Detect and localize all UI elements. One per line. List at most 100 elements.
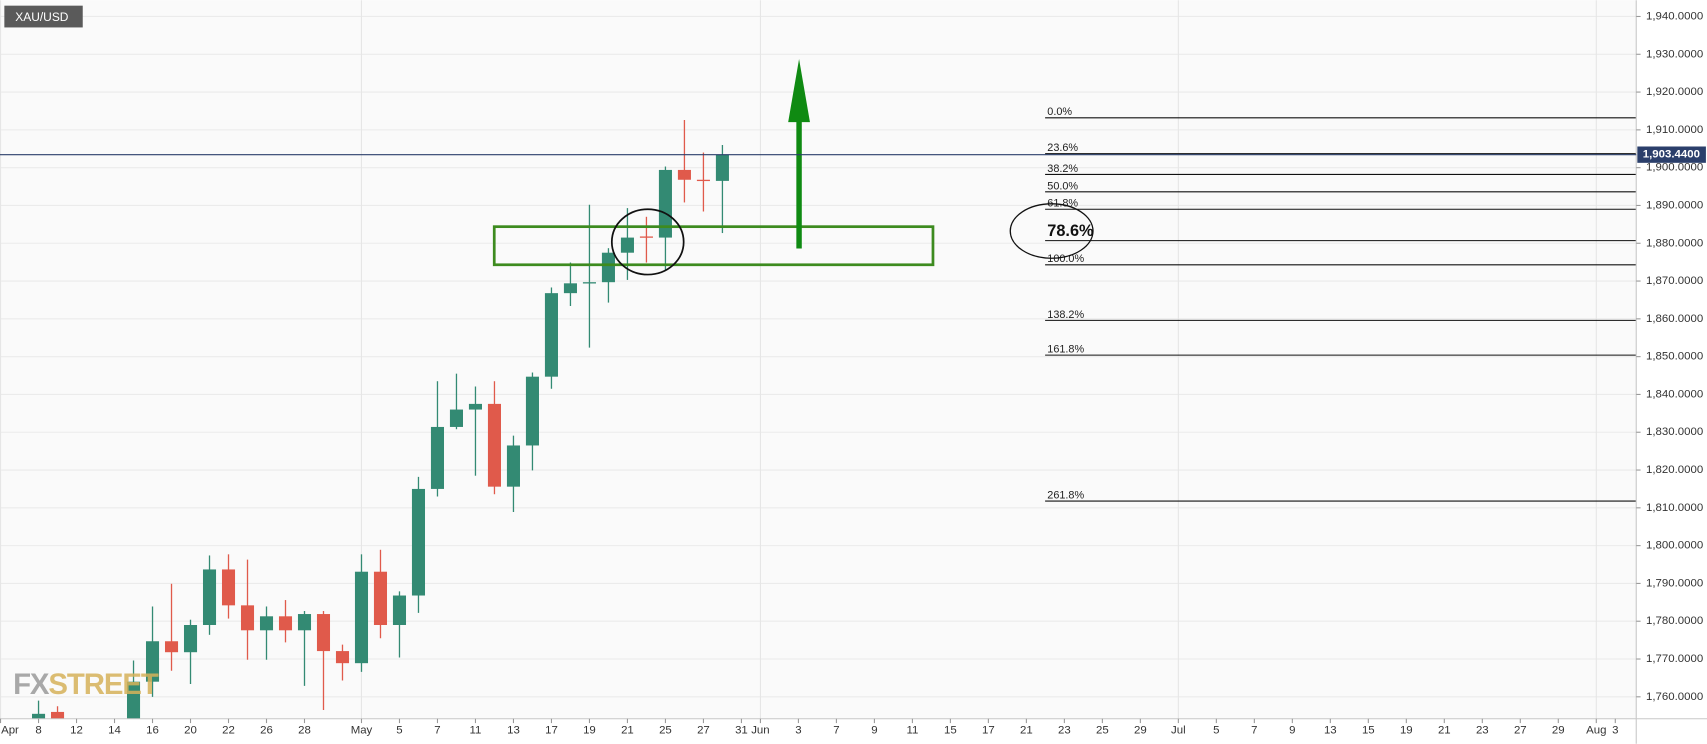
x-tick-label: 3 [1612, 725, 1618, 737]
fib-label: 23.6% [1047, 142, 1078, 154]
x-tick-label: 20 [184, 725, 197, 737]
candle-body [297, 614, 312, 631]
candle-body [525, 376, 539, 446]
x-tick-label: 21 [1438, 725, 1451, 737]
x-tick-label: Apr [1, 725, 19, 737]
x-tick-label: 7 [1251, 725, 1257, 737]
y-tick-label: 1,790.0000 [1646, 577, 1703, 589]
candle-body [221, 569, 236, 606]
candle-body [373, 571, 388, 625]
candle-body [468, 403, 482, 410]
candles [32, 120, 729, 719]
candle-body [278, 616, 293, 631]
y-tick-label: 1,860.0000 [1646, 313, 1703, 325]
chart-title: XAU/USD [15, 10, 69, 24]
x-tick-label: 26 [260, 725, 273, 737]
candle-body [202, 569, 217, 625]
x-tick-label: 9 [1289, 725, 1295, 737]
y-tick-label: 1,850.0000 [1646, 351, 1703, 363]
candle-body [32, 713, 46, 719]
x-tick-label: 16 [146, 725, 159, 737]
x-tick-label: 13 [1324, 725, 1337, 737]
plot-area [0, 0, 1636, 719]
x-tick-label: 25 [1096, 725, 1109, 737]
candle-body [582, 282, 596, 284]
x-tick-label: 22 [222, 725, 235, 737]
fibonacci-levels: 0.0% 23.6% 38.2% 50.0% 61.8% 78.6% 100.0% 138.2… [1045, 106, 1637, 502]
x-tick-label: 13 [507, 725, 520, 737]
candle-body [658, 169, 672, 238]
y-tick-label: 1,770.0000 [1646, 653, 1703, 665]
fib-circle [1009, 203, 1094, 259]
y-tick-label: 1,830.0000 [1646, 426, 1703, 438]
x-tick-label: 9 [871, 725, 877, 737]
x-tick-label: 15 [944, 725, 957, 737]
x-tick-label: Aug [1586, 725, 1606, 737]
x-tick-label: 3 [795, 725, 801, 737]
x-tick-label: 11 [470, 725, 482, 737]
candle-body [544, 293, 558, 377]
y-tick-label: 1,880.0000 [1646, 237, 1703, 249]
candle-body [715, 154, 729, 181]
x-tick-label: 21 [621, 725, 634, 737]
x-tick-label: 5 [396, 725, 402, 737]
candle-body [126, 681, 141, 719]
x-tick-label: 7 [833, 725, 839, 737]
x-tick-label: 17 [982, 725, 995, 737]
y-tick-label: 1,780.0000 [1646, 615, 1703, 627]
candle-body [392, 595, 407, 625]
y-tick-label: 1,810.0000 [1646, 502, 1703, 514]
y-tick-label: 1,890.0000 [1646, 199, 1703, 211]
candle-body [164, 641, 179, 653]
candle-body [639, 236, 653, 238]
grid [0, 0, 1637, 719]
candle-body [430, 426, 445, 489]
symbol-box-bg [4, 5, 83, 28]
y-tick-label: 1,760.0000 [1646, 691, 1703, 703]
candle-body [677, 169, 691, 180]
candle-body [563, 283, 577, 294]
x-tick-label: 12 [70, 725, 83, 737]
candle-body [145, 641, 160, 682]
x-tick-label: 11 [906, 725, 918, 737]
candle-body [620, 237, 634, 253]
x-tick-label: Jul [1171, 725, 1186, 737]
candle-body [411, 488, 426, 596]
x-tick-label: 8 [35, 725, 41, 737]
last-price-label: 1,903.4400 [1643, 149, 1700, 161]
fib-label: 38.2% [1047, 163, 1078, 175]
candle-body [506, 445, 520, 487]
x-tick-label: 23 [1058, 725, 1071, 737]
y-tick-label: 1,910.0000 [1646, 124, 1703, 136]
fib-label: 61.8% [1047, 198, 1078, 210]
symbol-box: XAU/USD [4, 5, 83, 28]
fib-label: 0.0% [1047, 106, 1072, 118]
x-tick-label: May [351, 725, 373, 737]
x-tick-label: Jun [751, 725, 769, 737]
x-tick-label: 7 [434, 725, 440, 737]
y-tick-label: 1,940.0000 [1646, 10, 1703, 22]
x-tick-label: 29 [1552, 725, 1565, 737]
x-tick-label: 19 [583, 725, 596, 737]
watermark-fx: FX [13, 668, 50, 701]
y-tick-label: 1,800.0000 [1646, 540, 1703, 552]
candle-body [487, 403, 501, 487]
circle-highlight [610, 208, 685, 276]
y-tick-label: 1,920.0000 [1646, 86, 1703, 98]
annotations [492, 59, 1094, 276]
x-tick-label: 14 [108, 725, 121, 737]
x-tick-label: 23 [1476, 725, 1489, 737]
fib-label: 100.0% [1047, 253, 1084, 265]
watermark-street: STREET [48, 668, 158, 701]
candle-body [354, 571, 369, 664]
x-tick-label: 25 [659, 725, 672, 737]
candle-body [601, 252, 615, 283]
x-tick-label: 27 [697, 725, 710, 737]
fib-label: 138.2% [1047, 309, 1084, 321]
y-tick-label: 1,930.0000 [1646, 48, 1703, 60]
candle-body [316, 614, 331, 652]
y-tick-label: 1,820.0000 [1646, 464, 1703, 476]
x-tick-label: 21 [1020, 725, 1033, 737]
y-tick-label: 1,870.0000 [1646, 275, 1703, 287]
